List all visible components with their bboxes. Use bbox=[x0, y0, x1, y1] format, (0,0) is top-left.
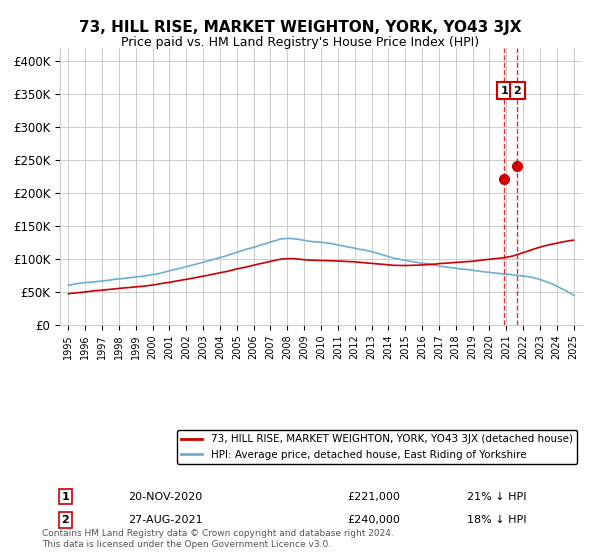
Text: 18% ↓ HPI: 18% ↓ HPI bbox=[467, 515, 527, 525]
Text: 20-NOV-2020: 20-NOV-2020 bbox=[128, 492, 202, 502]
Text: Price paid vs. HM Land Registry's House Price Index (HPI): Price paid vs. HM Land Registry's House … bbox=[121, 36, 479, 49]
Text: 2: 2 bbox=[61, 515, 69, 525]
Text: £240,000: £240,000 bbox=[347, 515, 400, 525]
Text: 21% ↓ HPI: 21% ↓ HPI bbox=[467, 492, 527, 502]
Legend: 73, HILL RISE, MARKET WEIGHTON, YORK, YO43 3JX (detached house), HPI: Average pr: 73, HILL RISE, MARKET WEIGHTON, YORK, YO… bbox=[177, 430, 577, 464]
Text: £221,000: £221,000 bbox=[347, 492, 400, 502]
Text: 73, HILL RISE, MARKET WEIGHTON, YORK, YO43 3JX: 73, HILL RISE, MARKET WEIGHTON, YORK, YO… bbox=[79, 20, 521, 35]
Text: 1: 1 bbox=[500, 86, 508, 96]
Text: 27-AUG-2021: 27-AUG-2021 bbox=[128, 515, 202, 525]
Text: 1: 1 bbox=[61, 492, 69, 502]
Text: 2: 2 bbox=[514, 86, 521, 96]
Text: Contains HM Land Registry data © Crown copyright and database right 2024.
This d: Contains HM Land Registry data © Crown c… bbox=[42, 529, 394, 549]
